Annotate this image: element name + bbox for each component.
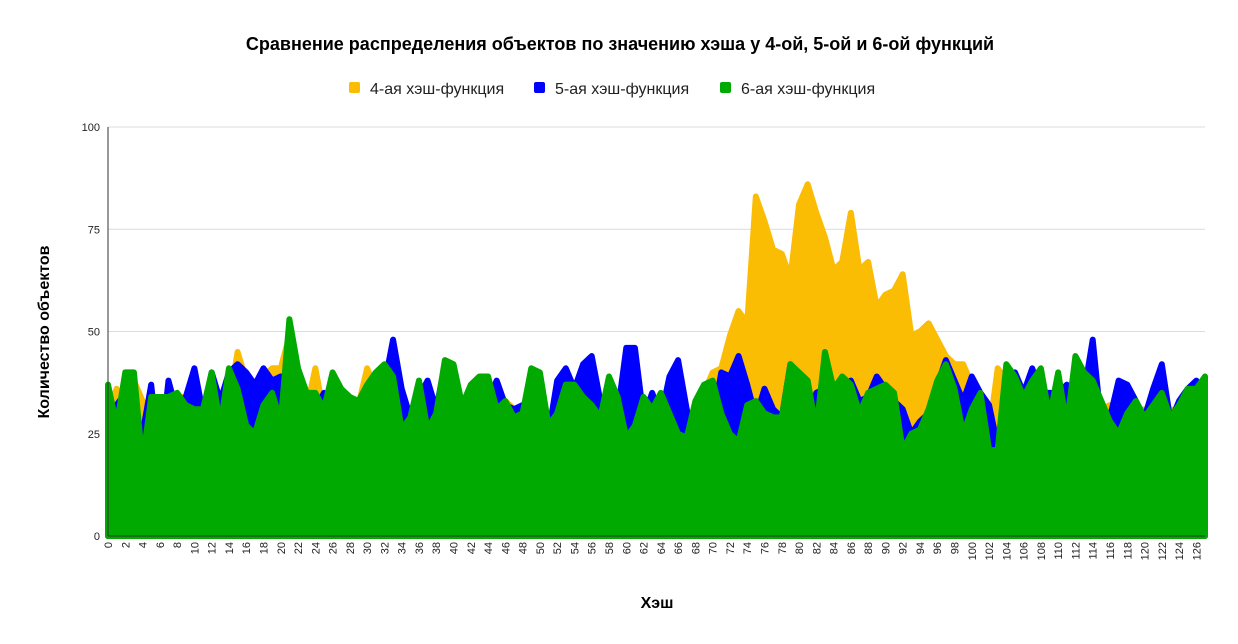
- x-tick-label: 36: [414, 542, 426, 554]
- x-tick-label: 88: [863, 542, 875, 554]
- x-tick-label: 114: [1088, 542, 1100, 560]
- x-tick-label: 46: [500, 542, 512, 554]
- x-tick-label: 102: [984, 542, 996, 560]
- x-tick-label: 44: [483, 542, 495, 554]
- x-tick-label: 16: [241, 542, 253, 554]
- y-axis-title: Количество объектов: [36, 245, 53, 418]
- x-tick-label: 120: [1140, 542, 1152, 560]
- x-tick-label: 54: [569, 542, 581, 554]
- x-tick-label: 124: [1174, 542, 1186, 560]
- x-tick-label: 58: [604, 542, 616, 554]
- y-tick-label: 0: [94, 531, 100, 543]
- x-tick-label: 100: [967, 542, 979, 560]
- x-tick-label: 26: [328, 542, 340, 554]
- x-tick-label: 0: [103, 542, 115, 548]
- series-area-6: [105, 316, 1208, 539]
- series-layer: [105, 181, 1208, 539]
- x-tick-label: 32: [379, 542, 391, 554]
- x-tick-label: 64: [656, 542, 668, 554]
- x-tick-label: 74: [742, 542, 754, 554]
- x-tick-label: 106: [1019, 542, 1031, 560]
- x-tick-label: 68: [690, 542, 702, 554]
- x-tick-label: 92: [898, 542, 910, 554]
- legend-swatch: [349, 82, 360, 93]
- x-tick-label: 82: [811, 542, 823, 554]
- x-tick-label: 2: [120, 542, 132, 548]
- x-tick-label: 122: [1157, 542, 1169, 560]
- x-tick-label: 42: [466, 542, 478, 554]
- x-tick-label: 104: [1001, 542, 1013, 560]
- legend-label: 5-ая хэш-функция: [555, 81, 689, 98]
- x-tick-label: 50: [535, 542, 547, 554]
- x-tick-label: 60: [621, 542, 633, 554]
- x-tick-label: 98: [950, 542, 962, 554]
- x-tick-label: 90: [880, 542, 892, 554]
- x-tick-label: 24: [310, 542, 322, 554]
- legend: 4-ая хэш-функция 5-ая хэш-функция 6-ая хэш…: [349, 81, 875, 98]
- x-tick-label: 8: [172, 542, 184, 548]
- x-tick-label: 10: [189, 542, 201, 554]
- x-tick-label: 118: [1122, 542, 1134, 560]
- x-tick-label: 86: [846, 542, 858, 554]
- x-tick-label: 94: [915, 542, 927, 554]
- x-tick-label: 34: [397, 542, 409, 554]
- x-tick-label: 52: [552, 542, 564, 554]
- x-tick-label: 108: [1036, 542, 1048, 560]
- x-tick-label: 112: [1070, 542, 1082, 560]
- x-tick-label: 20: [276, 542, 288, 554]
- x-tick-label: 14: [224, 542, 236, 554]
- x-tick-label: 110: [1053, 542, 1065, 560]
- x-tick-label: 40: [449, 542, 461, 554]
- legend-label: 4-ая хэш-функция: [370, 81, 504, 98]
- y-tick-label: 25: [88, 429, 100, 441]
- x-tick-label: 28: [345, 542, 357, 554]
- y-tick-label: 100: [82, 122, 100, 134]
- x-tick-label: 126: [1191, 542, 1203, 560]
- x-tick-label: 66: [673, 542, 685, 554]
- x-tick-label: 6: [155, 542, 167, 548]
- chart-title: Сравнение распределения объектов по знач…: [246, 34, 994, 54]
- x-tick-label: 84: [829, 542, 841, 554]
- x-tick-label: 80: [794, 542, 806, 554]
- y-tick-label: 75: [88, 224, 100, 236]
- x-tick-label: 12: [207, 542, 219, 554]
- x-tick-label: 76: [759, 542, 771, 554]
- x-tick-label: 48: [518, 542, 530, 554]
- legend-label: 6-ая хэш-функция: [741, 81, 875, 98]
- x-tick-label: 4: [138, 542, 150, 548]
- legend-swatch: [534, 82, 545, 93]
- x-tick-label: 56: [587, 542, 599, 554]
- x-tick-label: 78: [777, 542, 789, 554]
- x-tick-label: 38: [431, 542, 443, 554]
- x-tick-label: 22: [293, 542, 305, 554]
- x-tick-label: 30: [362, 542, 374, 554]
- x-axis-title: Хэш: [641, 595, 674, 612]
- x-tick-label: 18: [258, 542, 270, 554]
- legend-swatch: [720, 82, 731, 93]
- axes: 0 2 4 6 8 10 12 14 16 18 20 22 24 26 28 30 32 34 36 38 40 42 4…: [103, 127, 1205, 560]
- x-tick-label: 116: [1105, 542, 1117, 560]
- x-tick-label: 72: [725, 542, 737, 554]
- x-tick-label: 62: [639, 542, 651, 554]
- y-tick-label: 50: [88, 327, 100, 339]
- x-tick-label: 96: [932, 542, 944, 554]
- x-tick-label: 70: [708, 542, 720, 554]
